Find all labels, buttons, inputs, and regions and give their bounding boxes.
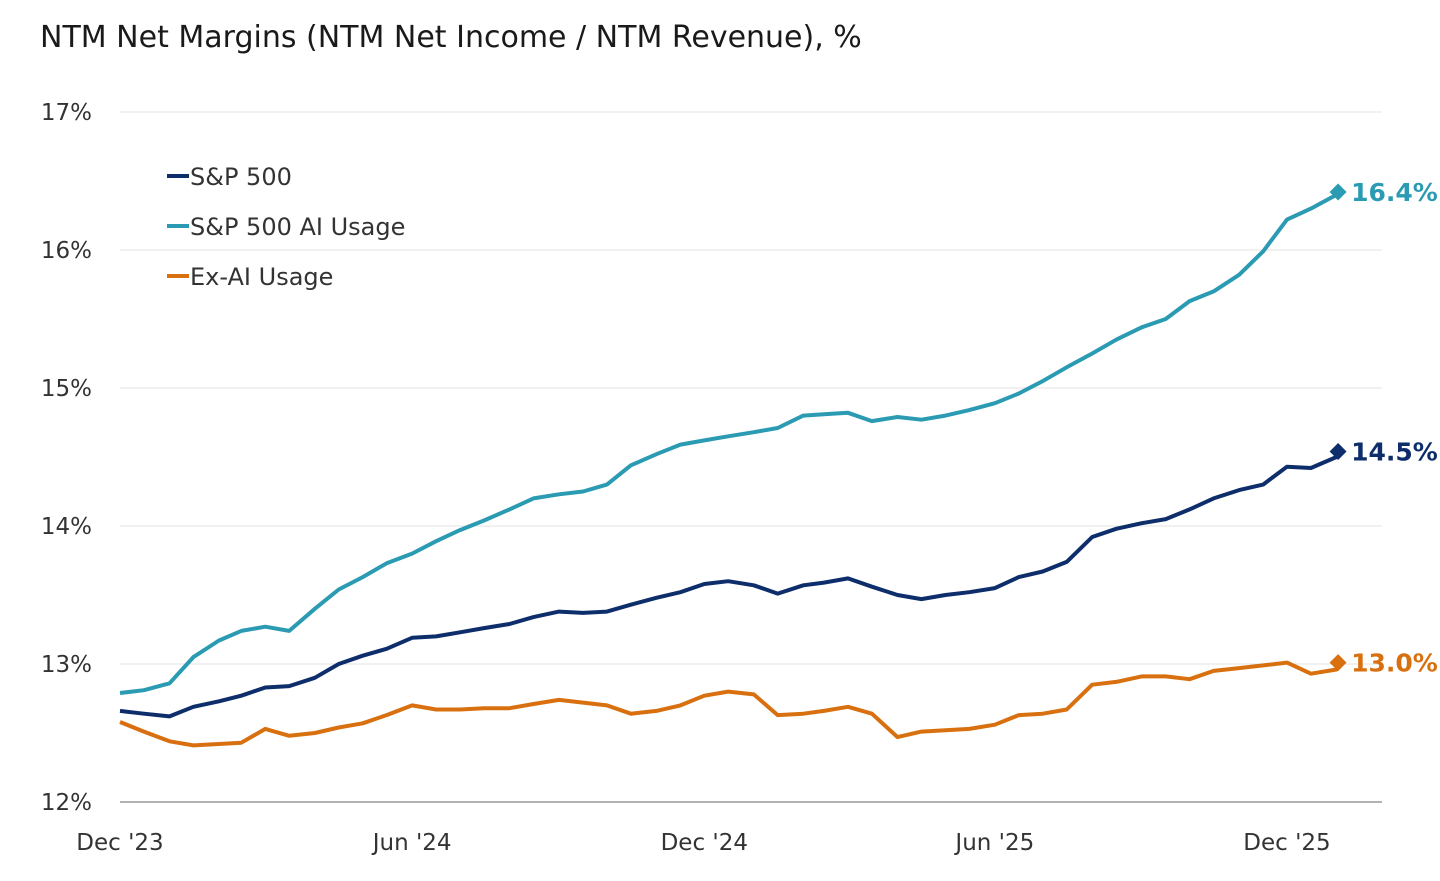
y-tick-label: 17% [41, 100, 92, 126]
y-tick-label: 12% [41, 790, 92, 816]
x-tick-label: Dec '23 [76, 830, 163, 856]
x-tick-label: Dec '25 [1243, 830, 1330, 856]
y-tick-label: 16% [41, 238, 92, 264]
series-line-2 [119, 660, 1341, 748]
series-line-1 [119, 191, 1340, 695]
end-value-label: 14.5% [1351, 437, 1438, 466]
series-line-0 [119, 450, 1341, 719]
x-tick-label: Jun '25 [953, 830, 1034, 856]
legend-label: S&P 500 AI Usage [190, 213, 405, 241]
legend-label: S&P 500 [190, 163, 292, 191]
x-tick-label: Dec '24 [661, 830, 748, 856]
chart-title: NTM Net Margins (NTM Net Income / NTM Re… [40, 20, 862, 55]
x-tick-label: Jun '24 [371, 830, 452, 856]
end-value-label: 13.0% [1351, 649, 1438, 678]
y-tick-label: 13% [41, 652, 92, 678]
y-tick-label: 14% [41, 514, 92, 540]
legend-label: Ex-AI Usage [190, 263, 333, 291]
end-value-label: 16.4% [1351, 178, 1438, 207]
end-point-marker [1329, 654, 1347, 672]
y-tick-label: 15% [41, 376, 92, 402]
